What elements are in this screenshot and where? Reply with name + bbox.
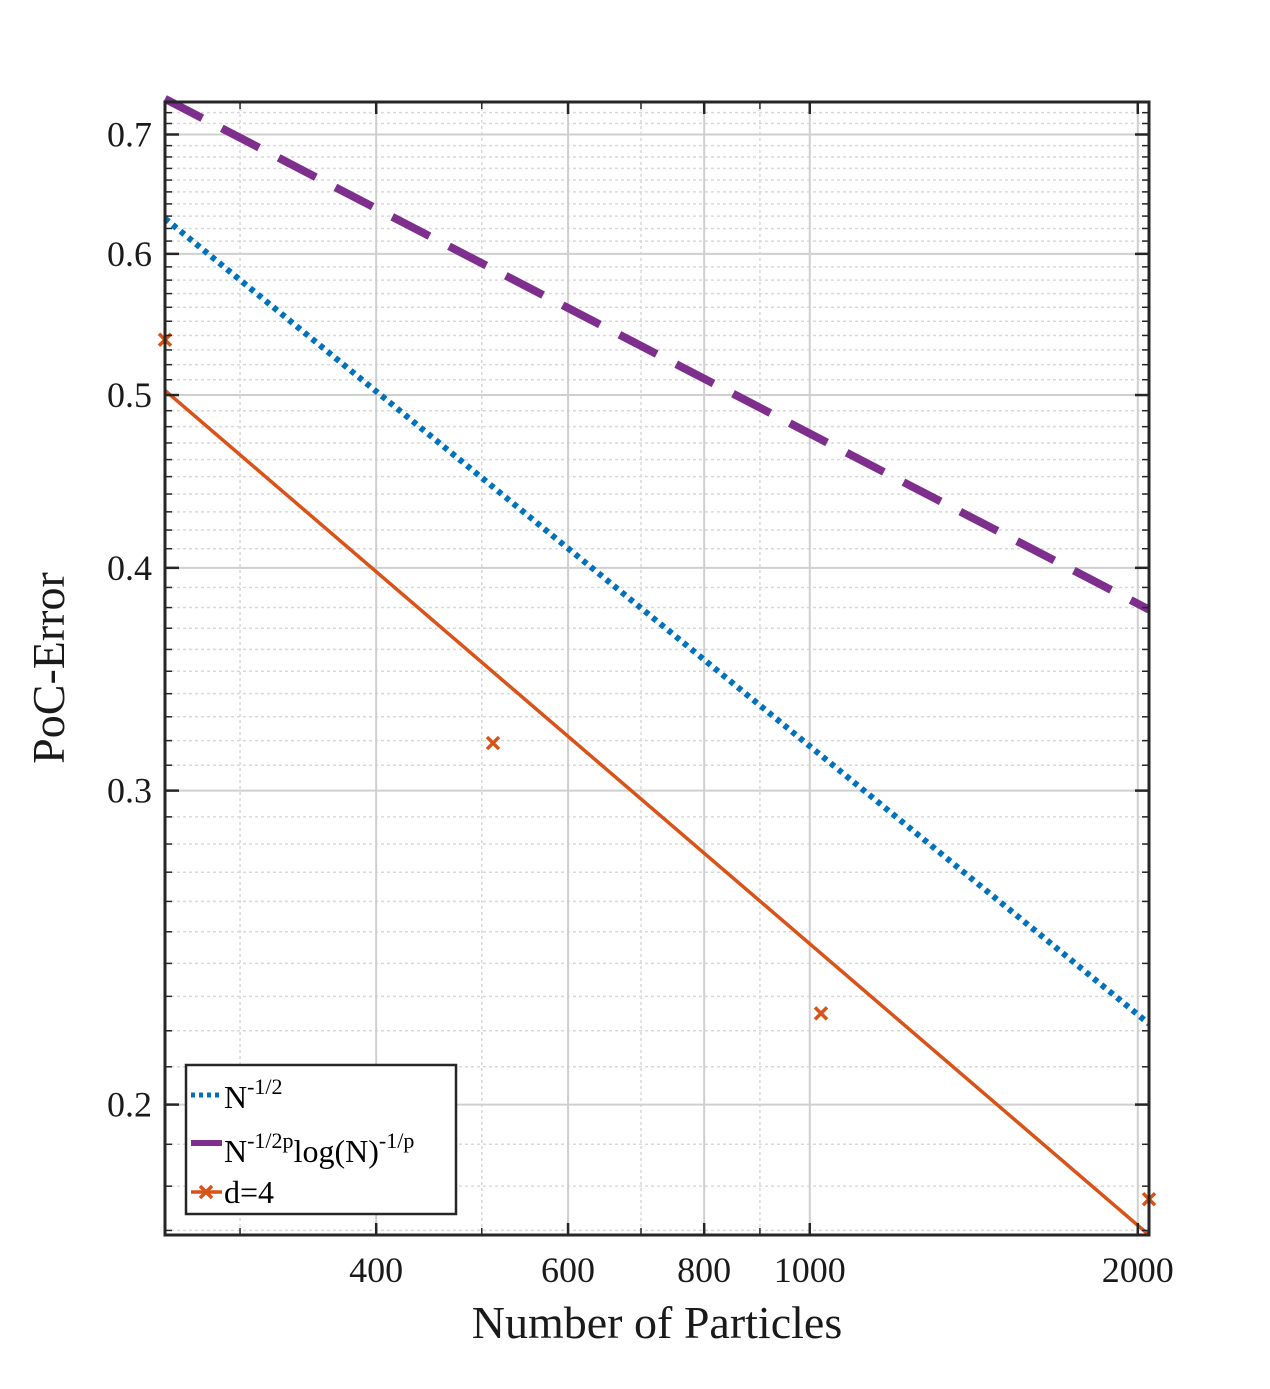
x-tick-labels: 400 600 800 1000 2000: [349, 1250, 1174, 1290]
y-tick-label: 0.6: [107, 234, 152, 274]
x-tick-label: 600: [541, 1250, 595, 1290]
x-tick-label: 400: [349, 1250, 403, 1290]
major-grid: [165, 102, 1149, 1235]
marker-stroke: [485, 735, 501, 751]
y-axis-label: PoC-Error: [23, 572, 74, 764]
d4-data-marker: [485, 735, 501, 751]
legend-label-sqrt: N-1/2: [224, 1074, 283, 1115]
x-tick-label: 2000: [1102, 1250, 1174, 1290]
minor-grid: [165, 102, 1149, 1235]
series-layer: [157, 95, 1157, 1237]
y-tick-label: 0.4: [107, 548, 152, 588]
x-axis-label: Number of Particles: [472, 1297, 842, 1348]
sqrt-rate-line: [163, 216, 1151, 1027]
legend-box: [184, 1063, 458, 1216]
d4-data-marker: [813, 1006, 829, 1021]
x-tick-label: 1000: [774, 1250, 846, 1290]
d4-fit-line: [163, 389, 1151, 1237]
legend-label-d4: d=4: [224, 1174, 274, 1210]
plot-area: [165, 102, 1149, 1235]
x-tick-label: 800: [677, 1250, 731, 1290]
y-tick-label: 0.2: [107, 1085, 152, 1125]
plot-frame: [163, 100, 1151, 1237]
y-tick-label: 0.3: [107, 771, 152, 811]
legend: N-1/2 N-1/2plog(N)-1/p d=4: [184, 1063, 458, 1216]
y-tick-label: 0.7: [107, 114, 152, 154]
y-tick-label: 0.5: [107, 375, 152, 415]
marker-stroke: [813, 1006, 829, 1021]
legend-marker-d4: [198, 1184, 214, 1200]
legend-label-log: N-1/2plog(N)-1/p: [224, 1128, 414, 1169]
log-rate-line: [163, 95, 1151, 614]
y-tick-labels: 0.2 0.3 0.4 0.5 0.6 0.7: [107, 114, 152, 1124]
